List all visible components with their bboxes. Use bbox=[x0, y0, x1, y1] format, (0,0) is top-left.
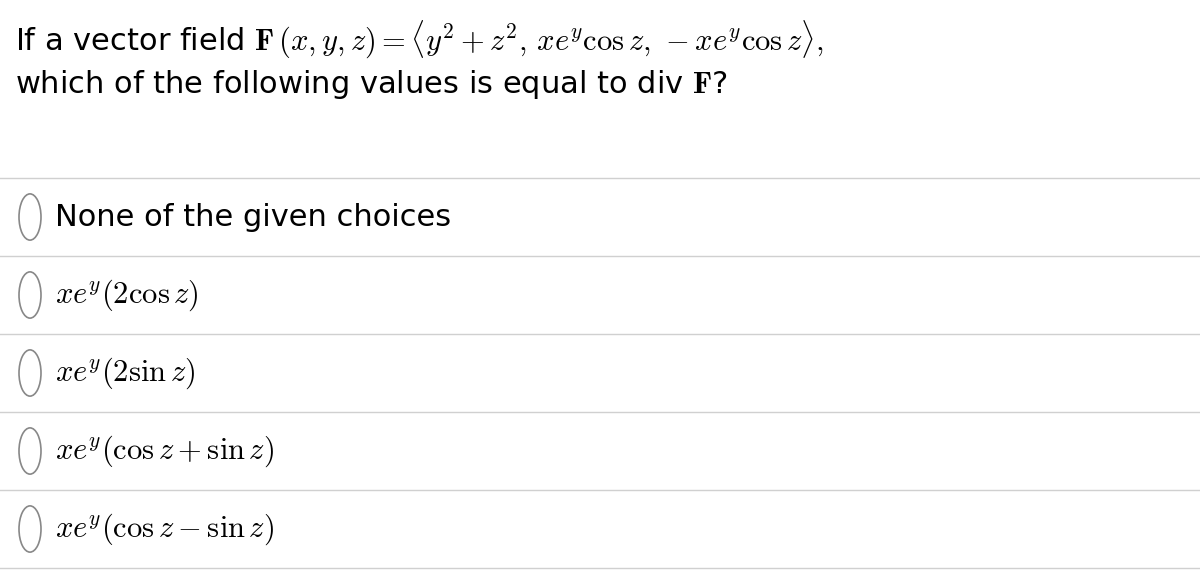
Text: $xe^y(2 \cos z)$: $xe^y(2 \cos z)$ bbox=[55, 278, 199, 313]
Text: which of the following values is equal to div $\mathbf{F}$?: which of the following values is equal t… bbox=[14, 68, 727, 101]
Text: None of the given choices: None of the given choices bbox=[55, 203, 451, 231]
Text: $xe^y(\cos z - \sin z)$: $xe^y(\cos z - \sin z)$ bbox=[55, 511, 274, 547]
Text: $xe^y(2 \sin z)$: $xe^y(2 \sin z)$ bbox=[55, 355, 196, 391]
Text: $xe^y(\cos z + \sin z)$: $xe^y(\cos z + \sin z)$ bbox=[55, 433, 274, 469]
Text: If a vector field $\mathbf{F}\,(x, y, z) = \langle y^2 + z^2,\, xe^y \cos z,\, -: If a vector field $\mathbf{F}\,(x, y, z)… bbox=[14, 18, 823, 59]
